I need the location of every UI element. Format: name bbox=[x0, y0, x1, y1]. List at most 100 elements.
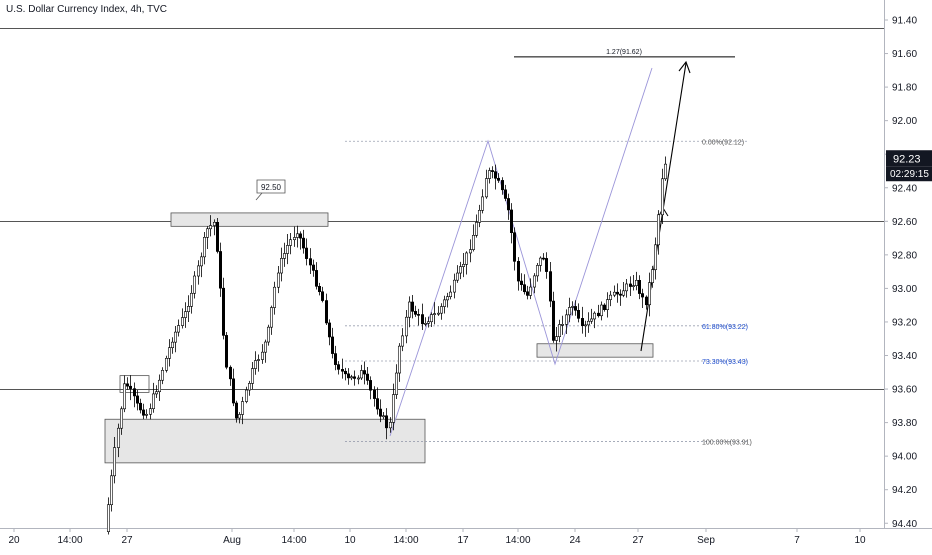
candle-body bbox=[432, 313, 436, 315]
candle-body bbox=[621, 290, 625, 296]
candle-body bbox=[304, 247, 308, 259]
candle-body bbox=[327, 322, 331, 338]
candle-body bbox=[279, 258, 283, 274]
candle-body bbox=[174, 331, 178, 343]
price-tick-label: 93.80 bbox=[892, 418, 917, 429]
candle-body bbox=[487, 170, 491, 179]
candle-body bbox=[165, 358, 169, 371]
candle-body bbox=[193, 275, 197, 294]
candle-body bbox=[251, 368, 255, 384]
candle-body bbox=[647, 282, 651, 306]
candle-body bbox=[145, 413, 149, 416]
candle-body bbox=[644, 296, 648, 306]
price-tick-label: 92.00 bbox=[892, 116, 917, 127]
candle-body bbox=[276, 272, 280, 288]
support-resistance-zone bbox=[170, 212, 329, 227]
candle-body bbox=[113, 447, 117, 477]
fib-level-label: 100.00%(93.91) bbox=[702, 440, 752, 447]
candle-body bbox=[372, 389, 376, 399]
candle-body bbox=[384, 415, 388, 429]
candle-body bbox=[317, 286, 321, 293]
candle-body bbox=[149, 408, 153, 415]
candle-body bbox=[653, 244, 657, 270]
candle-body bbox=[404, 316, 408, 337]
candle-body bbox=[375, 398, 379, 410]
candle-body bbox=[394, 372, 398, 395]
candle-body bbox=[301, 237, 305, 249]
candle-body bbox=[576, 310, 580, 319]
time-tick-label: Sep bbox=[697, 535, 715, 546]
candle-body bbox=[142, 409, 146, 416]
candle-body bbox=[474, 222, 478, 236]
candle-body bbox=[506, 198, 510, 211]
countdown-badge bbox=[886, 166, 932, 182]
candle-body bbox=[216, 221, 220, 252]
price-tick-label: 91.60 bbox=[892, 49, 917, 60]
candle-body bbox=[484, 178, 488, 198]
candle-body bbox=[314, 270, 318, 287]
candle-body bbox=[336, 364, 340, 370]
candle-body bbox=[320, 291, 324, 301]
candle-body bbox=[235, 402, 239, 419]
candle-body bbox=[628, 283, 632, 287]
candle-body bbox=[528, 286, 532, 296]
candle-body bbox=[615, 291, 619, 295]
fib-level-label: 0.00%(92.12) bbox=[702, 139, 744, 146]
candle-body bbox=[612, 291, 616, 296]
candle-body bbox=[288, 239, 292, 246]
candle-body bbox=[650, 269, 654, 283]
candle-body bbox=[624, 283, 628, 292]
candle-body bbox=[225, 335, 229, 368]
candle-body bbox=[203, 236, 207, 258]
price-tick-label: 94.00 bbox=[892, 452, 917, 463]
projection-arrow-head bbox=[678, 60, 691, 74]
candle-body bbox=[152, 393, 156, 409]
candle-body bbox=[464, 252, 468, 265]
price-tick-label: 92.40 bbox=[892, 183, 917, 194]
candle-body bbox=[129, 385, 133, 389]
time-tick-label: 24 bbox=[569, 535, 581, 546]
candle-body bbox=[573, 306, 577, 311]
candle-body bbox=[471, 235, 475, 250]
candle-body bbox=[330, 336, 334, 354]
candle-body bbox=[608, 294, 612, 300]
candle-body bbox=[503, 189, 507, 199]
candle-body bbox=[416, 314, 420, 316]
price-tick-label: 92.80 bbox=[892, 250, 917, 261]
candle-body bbox=[158, 379, 162, 393]
candle-body bbox=[560, 324, 564, 326]
candle-body bbox=[538, 257, 542, 266]
candle-body bbox=[197, 265, 201, 277]
candle-body bbox=[368, 380, 372, 391]
price-tick-label: 93.20 bbox=[892, 317, 917, 328]
candle-body bbox=[181, 317, 185, 326]
candle-body bbox=[663, 163, 667, 180]
candle-body bbox=[397, 345, 401, 374]
price-tick-label: 91.40 bbox=[892, 16, 917, 27]
zone-callout-pointer bbox=[255, 192, 263, 201]
candle-body bbox=[554, 336, 558, 341]
candle-body bbox=[660, 178, 664, 216]
candle-body bbox=[139, 402, 143, 411]
price-tick-label: 94.20 bbox=[892, 485, 917, 496]
abcd-swing-lines bbox=[389, 67, 653, 437]
candle-body bbox=[429, 314, 433, 323]
zone-callout-box bbox=[256, 179, 286, 194]
support-resistance-zone bbox=[536, 343, 654, 358]
candle-body bbox=[400, 335, 404, 347]
candle-body bbox=[213, 221, 217, 226]
candle-body bbox=[592, 312, 596, 320]
candle-body bbox=[187, 306, 191, 312]
candle-body bbox=[260, 351, 264, 360]
candle-body bbox=[407, 301, 411, 318]
candle-body bbox=[516, 261, 520, 282]
candle-body bbox=[468, 249, 472, 254]
candle-body bbox=[583, 324, 587, 327]
candle-body bbox=[133, 388, 137, 397]
candle-body bbox=[631, 285, 635, 287]
price-tick-label: 93.60 bbox=[892, 385, 917, 396]
candle-body bbox=[168, 347, 172, 359]
time-tick-label: 14:00 bbox=[57, 535, 82, 546]
